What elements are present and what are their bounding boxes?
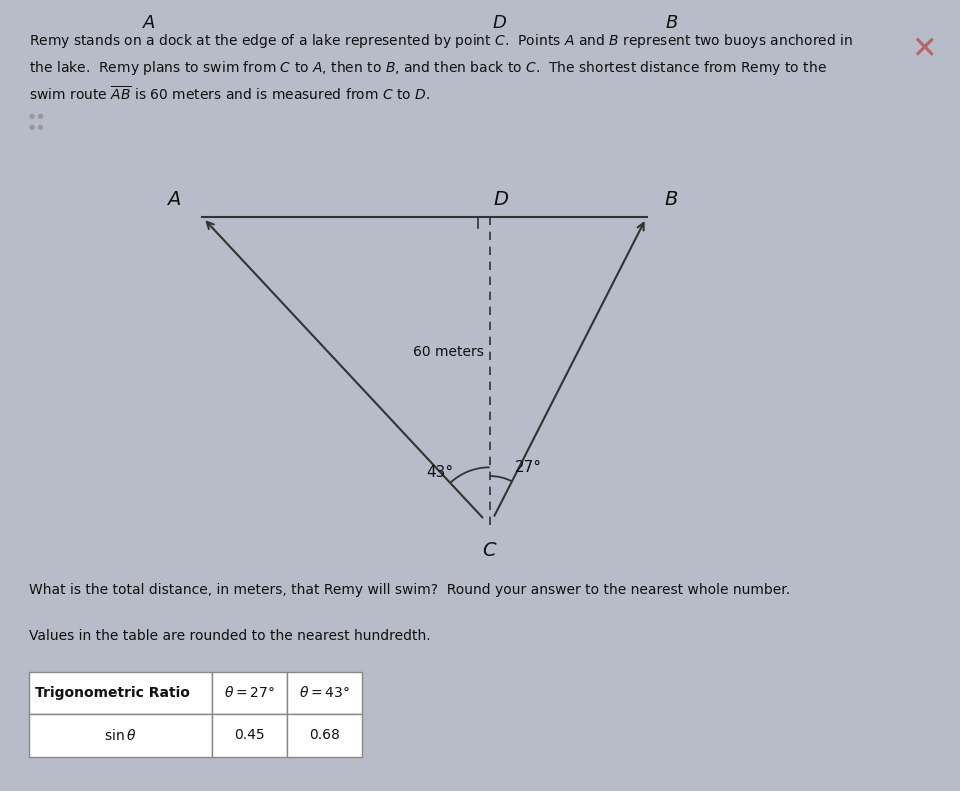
Bar <box>212 672 287 714</box>
Text: swim route $\overline{AB}$ is 60 meters and is measured from $\mathit{C}$ to $\m: swim route $\overline{AB}$ is 60 meters … <box>29 85 430 104</box>
Text: 0.45: 0.45 <box>234 729 265 742</box>
Bar <box>29 672 212 714</box>
Text: 60 meters: 60 meters <box>413 345 484 358</box>
Text: $\theta = 27°$: $\theta = 27°$ <box>225 685 275 700</box>
Bar <box>287 672 362 714</box>
Text: $A$: $A$ <box>166 190 180 209</box>
Text: $D$: $D$ <box>492 14 507 32</box>
Text: ✕: ✕ <box>911 36 936 64</box>
Text: 43°: 43° <box>426 464 453 479</box>
Text: 27°: 27° <box>515 460 541 475</box>
Text: Values in the table are rounded to the nearest hundredth.: Values in the table are rounded to the n… <box>29 630 430 643</box>
Text: What is the total distance, in meters, that Remy will swim?  Round your answer t: What is the total distance, in meters, t… <box>29 583 790 597</box>
Text: $B$: $B$ <box>665 14 679 32</box>
Text: 0.68: 0.68 <box>309 729 340 742</box>
Text: $D$: $D$ <box>493 190 510 209</box>
Text: $B$: $B$ <box>664 190 679 209</box>
Bar <box>29 714 212 756</box>
Text: the lake.  Remy plans to swim from $\mathit{C}$ to $\mathit{A}$, then to $\mathi: the lake. Remy plans to swim from $\math… <box>29 59 827 77</box>
Bar <box>287 714 362 756</box>
Text: Remy stands on a dock at the edge of a lake represented by point $\mathit{C}$.  : Remy stands on a dock at the edge of a l… <box>29 32 852 50</box>
Text: ● ●: ● ● <box>29 124 43 131</box>
Bar <box>212 714 287 756</box>
Text: $C$: $C$ <box>482 540 497 559</box>
Text: Trigonometric Ratio: Trigonometric Ratio <box>35 686 189 700</box>
Text: $\sin\theta$: $\sin\theta$ <box>105 728 136 743</box>
Text: ● ●: ● ● <box>29 112 43 119</box>
Text: $A$: $A$ <box>142 14 156 32</box>
Text: $\theta = 43°$: $\theta = 43°$ <box>300 685 350 700</box>
